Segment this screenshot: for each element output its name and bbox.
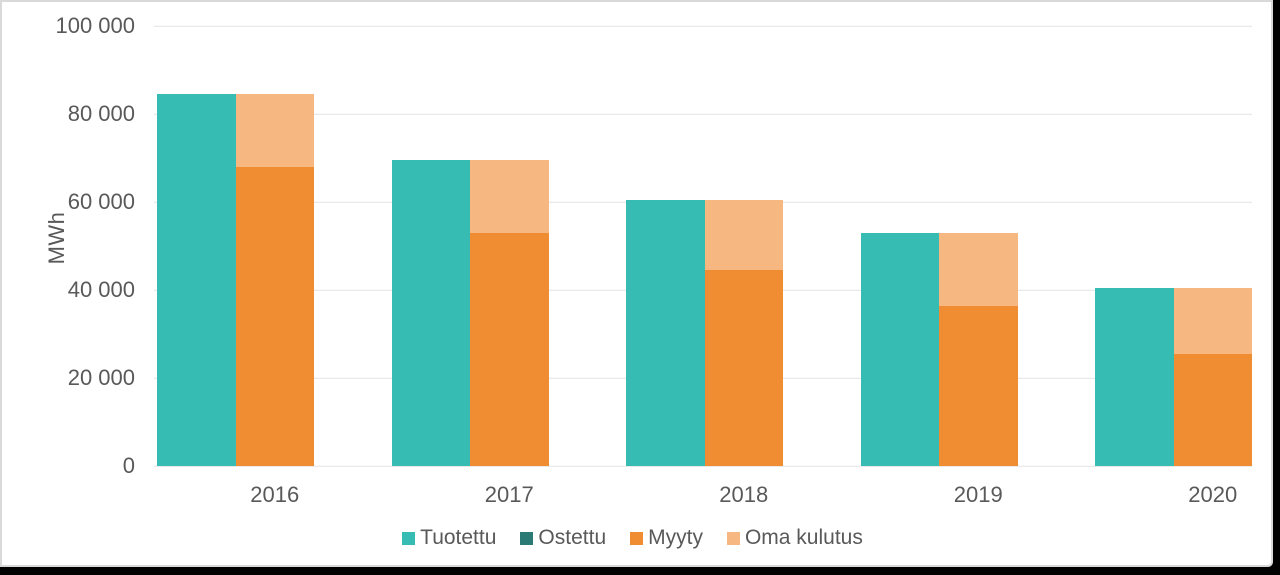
y-tick-label: 20 000 bbox=[67, 365, 135, 390]
x-tick-label: 2018 bbox=[719, 482, 769, 507]
bar-segment-tuotettu-2018 bbox=[626, 199, 705, 466]
y-tick-label: 0 bbox=[122, 453, 135, 478]
bar-segment-myyty-2019 bbox=[939, 306, 1018, 466]
plot-area: 2016 2017 2018 2019 2020 bbox=[154, 25, 1252, 507]
bar-segment-myyty-2016 bbox=[235, 167, 314, 466]
legend-item-myyty: Myyty bbox=[630, 526, 703, 550]
legend-label: Tuotettu bbox=[420, 526, 497, 549]
legend-swatch bbox=[520, 531, 534, 545]
bar-segment-oma-kulutus-2016 bbox=[235, 94, 314, 168]
legend-item-tuotettu: Tuotettu bbox=[402, 526, 496, 550]
legend-label: Myyty bbox=[648, 526, 703, 549]
legend-swatch bbox=[402, 531, 416, 545]
legend-item-ostettu: Ostettu bbox=[520, 526, 606, 550]
x-tick-label: 2016 bbox=[250, 482, 300, 507]
legend-item-oma-kulutus: Oma kulutus bbox=[726, 526, 863, 550]
legend-swatch bbox=[726, 531, 740, 545]
gridline bbox=[154, 25, 1252, 27]
x-tick-label: 2019 bbox=[953, 482, 1003, 507]
bar-segment-myyty-2018 bbox=[704, 270, 783, 466]
legend-swatch bbox=[630, 531, 644, 545]
bar-segment-oma-kulutus-2018 bbox=[704, 199, 783, 271]
legend-label: Oma kulutus bbox=[744, 526, 863, 549]
bar-segment-myyty-2020 bbox=[1173, 353, 1252, 466]
y-tick-label: 80 000 bbox=[67, 101, 135, 126]
bar-segment-oma-kulutus-2020 bbox=[1173, 287, 1252, 354]
x-tick-label: 2017 bbox=[484, 482, 534, 507]
bar-segment-myyty-2017 bbox=[470, 232, 549, 466]
y-tick-label: 60 000 bbox=[67, 189, 135, 214]
bar-segment-oma-kulutus-2019 bbox=[939, 232, 1018, 307]
bar-segment-tuotettu-2016 bbox=[157, 94, 236, 466]
y-tick-label: 100 000 bbox=[55, 13, 135, 38]
x-tick-label: 2020 bbox=[1188, 482, 1238, 507]
bar-segment-tuotettu-2019 bbox=[860, 232, 939, 466]
gridline bbox=[154, 113, 1252, 115]
bar-segment-tuotettu-2020 bbox=[1095, 287, 1174, 466]
bar-segment-oma-kulutus-2017 bbox=[470, 160, 549, 233]
y-axis-labels: 0 20 000 40 000 60 000 80 000 100 000 bbox=[2, 15, 135, 477]
y-tick-label: 40 000 bbox=[67, 277, 135, 302]
bar-segment-tuotettu-2017 bbox=[391, 160, 470, 466]
legend: Tuotettu Ostettu Myyty Oma kulutus bbox=[2, 526, 1263, 550]
legend-label: Ostettu bbox=[538, 526, 607, 549]
x-axis-baseline bbox=[154, 465, 1252, 467]
